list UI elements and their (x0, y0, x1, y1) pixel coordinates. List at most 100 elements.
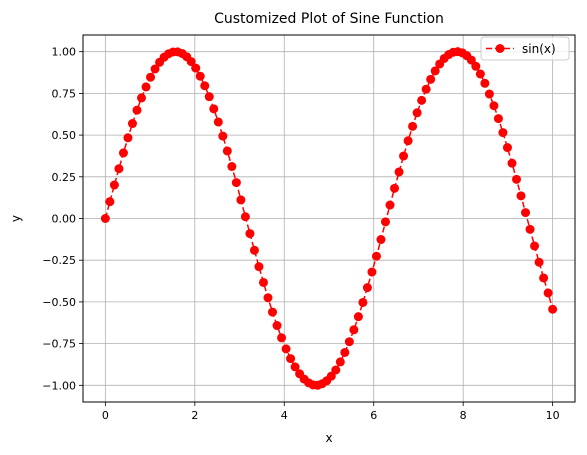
data-point (186, 57, 196, 67)
data-point (218, 131, 228, 141)
y-tick-label: −0.25 (42, 254, 76, 267)
data-point (516, 191, 526, 201)
data-point (277, 333, 287, 343)
data-point (191, 63, 201, 73)
x-tick-label: 10 (546, 409, 560, 422)
data-point (227, 162, 237, 172)
data-point (109, 180, 119, 190)
series-layer (100, 47, 558, 390)
data-point (390, 183, 400, 193)
data-point (521, 208, 531, 218)
data-point (290, 362, 300, 372)
data-point (466, 55, 476, 65)
data-point (362, 283, 372, 293)
x-tick-label: 8 (460, 409, 467, 422)
data-point (471, 61, 481, 71)
x-tick-label: 2 (191, 409, 198, 422)
legend: sin(x) (480, 36, 570, 61)
data-point (150, 64, 160, 74)
data-point (118, 148, 128, 158)
data-point (417, 95, 427, 105)
data-point (254, 262, 264, 272)
data-point (507, 158, 517, 168)
data-point (281, 344, 291, 354)
data-point (331, 365, 341, 375)
data-point (344, 337, 354, 347)
data-point (222, 146, 232, 156)
data-point (394, 167, 404, 177)
data-point (123, 133, 133, 143)
data-point (146, 72, 156, 82)
x-tick-label: 6 (370, 409, 377, 422)
y-tick-label: 0.50 (52, 129, 77, 142)
data-point (421, 84, 431, 94)
y-tick-label: −1.00 (42, 379, 76, 392)
data-point (249, 245, 259, 255)
data-point (534, 257, 544, 267)
legend-label-sin: sin(x) (522, 42, 556, 56)
data-point (258, 277, 268, 287)
data-point (498, 128, 508, 138)
data-point (502, 143, 512, 153)
y-tick-label: 0.75 (52, 87, 77, 100)
data-point (539, 273, 549, 283)
data-point (376, 235, 386, 245)
data-point (353, 312, 363, 322)
data-point (204, 92, 214, 102)
data-point (493, 114, 503, 124)
data-point (263, 293, 273, 303)
axis-ticks: 0 2 4 6 8 10 −1.00 −0.75 −0.50 −0.25 0.00 0.25 0.50 0… (42, 46, 559, 422)
y-axis-label: y (9, 215, 23, 222)
y-tick-label: −0.50 (42, 296, 76, 309)
data-point (412, 108, 422, 118)
data-point (408, 121, 418, 131)
legend-box (480, 36, 570, 61)
data-point (484, 89, 494, 99)
data-point (358, 297, 368, 307)
data-point (141, 82, 151, 92)
data-point (426, 74, 436, 84)
data-point (209, 104, 219, 114)
data-point (231, 178, 241, 188)
y-tick-label: 1.00 (52, 46, 77, 59)
data-point (480, 78, 490, 88)
data-point (340, 347, 350, 357)
data-point (399, 151, 409, 161)
y-tick-label: −0.75 (42, 338, 76, 351)
data-point (114, 164, 124, 174)
data-point (137, 93, 146, 103)
y-tick-label: 0.25 (52, 171, 77, 184)
data-point (489, 101, 499, 111)
data-point (543, 288, 553, 298)
data-point (380, 217, 390, 227)
data-point (512, 174, 521, 184)
x-tick-label: 0 (102, 409, 109, 422)
data-point (430, 66, 440, 76)
data-point (286, 354, 296, 364)
data-point (403, 136, 413, 146)
data-point (236, 195, 246, 205)
data-point (127, 119, 137, 129)
y-tick-label: 0.00 (52, 213, 77, 226)
data-point (132, 105, 142, 115)
chart-title: Customized Plot of Sine Function (214, 11, 444, 27)
data-point (326, 371, 336, 381)
legend-swatch-marker (495, 44, 505, 53)
data-point (268, 307, 278, 317)
data-point (548, 304, 558, 314)
x-axis-label: x (325, 431, 332, 445)
data-point (367, 267, 377, 277)
data-point (200, 81, 210, 91)
data-point (475, 69, 485, 79)
data-point (335, 357, 345, 367)
data-point (272, 321, 282, 331)
data-point (213, 117, 223, 127)
data-point (385, 200, 395, 210)
x-tick-label: 4 (281, 409, 288, 422)
data-point (525, 224, 535, 234)
data-point (349, 325, 359, 335)
data-point (105, 197, 115, 207)
data-point (245, 229, 255, 239)
